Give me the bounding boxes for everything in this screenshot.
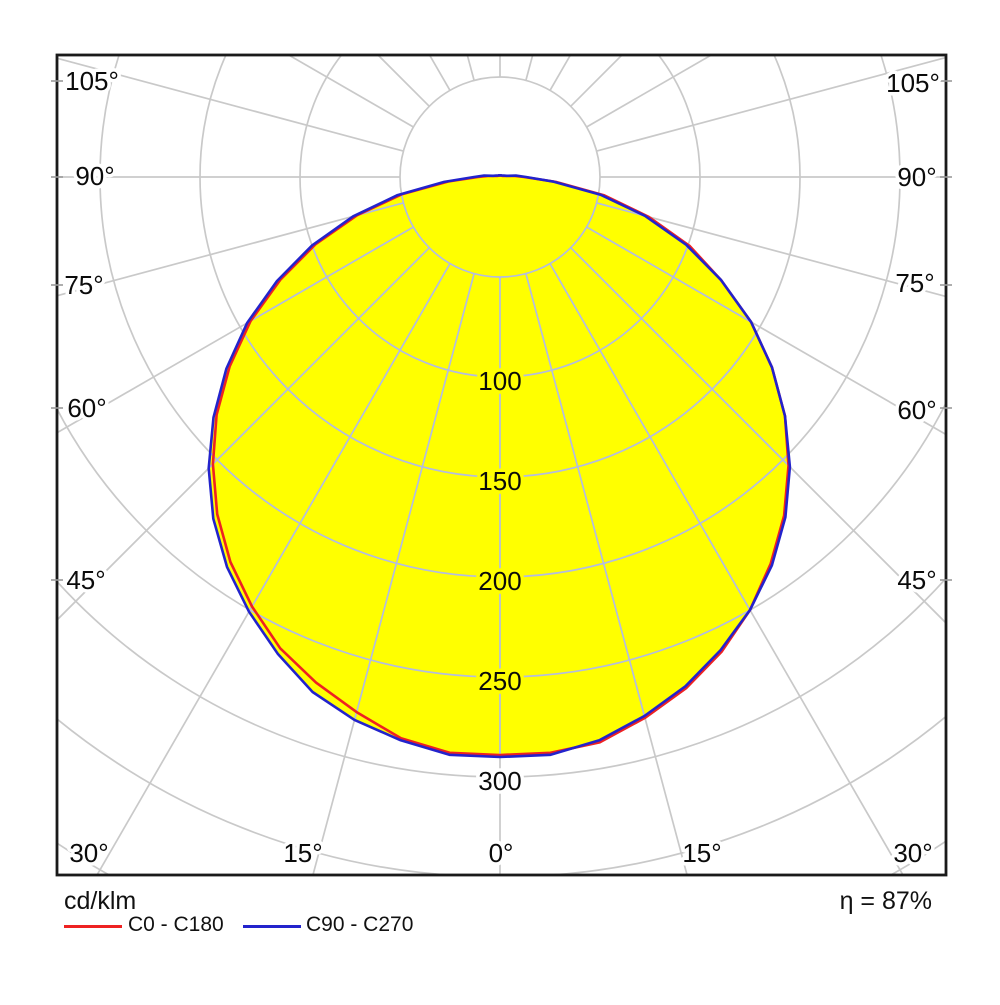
svg-text:200: 200 — [478, 566, 521, 596]
svg-text:75°: 75° — [64, 270, 103, 300]
svg-text:30°: 30° — [893, 838, 932, 868]
curves — [207, 174, 792, 759]
svg-text:0°: 0° — [489, 838, 514, 868]
svg-text:45°: 45° — [66, 565, 105, 595]
svg-text:60°: 60° — [67, 393, 106, 423]
svg-text:100: 100 — [478, 366, 521, 396]
svg-text:30°: 30° — [69, 838, 108, 868]
curve-c90-c270 — [207, 174, 792, 759]
svg-text:90°: 90° — [75, 161, 114, 191]
radial-value-labels: 100 150 200 250 300 — [475, 363, 525, 800]
svg-text:15°: 15° — [682, 838, 721, 868]
svg-text:105°: 105° — [65, 66, 119, 96]
svg-text:75°: 75° — [895, 268, 934, 298]
svg-text:150: 150 — [478, 466, 521, 496]
svg-text:45°: 45° — [897, 565, 936, 595]
svg-text:60°: 60° — [897, 395, 936, 425]
svg-text:15°: 15° — [283, 838, 322, 868]
svg-text:300: 300 — [478, 766, 521, 796]
frame-ticks — [51, 80, 952, 581]
svg-text:250: 250 — [478, 666, 521, 696]
svg-text:105°: 105° — [886, 68, 940, 98]
plot-frame — [55, 53, 948, 877]
svg-text:90°: 90° — [897, 162, 936, 192]
gamma-angle-labels: 105° 90° 75° 60° 45° 30° 105° 90° 75° 60° 45° 30° 15… — [61, 63, 944, 872]
